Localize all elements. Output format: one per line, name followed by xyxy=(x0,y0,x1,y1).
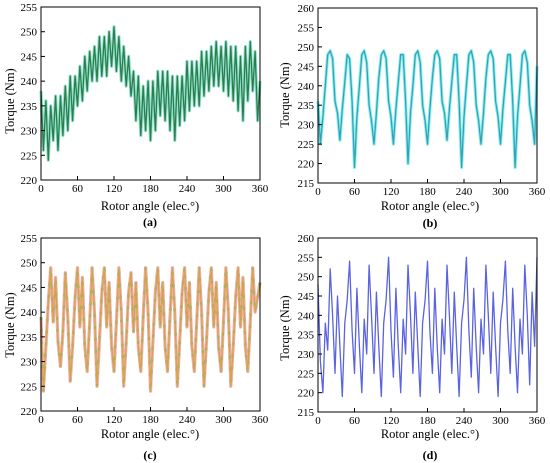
panel-b-label: (b) xyxy=(423,216,438,230)
panel-b-ytick-label: 250 xyxy=(298,42,315,54)
panel-d-ytick-label: 225 xyxy=(298,368,315,380)
panel-b-plot: 0 60 120 180 240 300 360 215 220 225 230 235 240 245 2… xyxy=(298,3,546,198)
panel-d-ytick-label: 250 xyxy=(298,272,315,284)
panel-c-xtick-label: 180 xyxy=(142,414,159,426)
panel-d-ytick-label: 230 xyxy=(298,349,315,361)
panel-a-ytick-label: 250 xyxy=(21,27,38,39)
panel-b-ytick-label: 240 xyxy=(298,81,315,93)
panel-c-ytick-label: 250 xyxy=(21,258,38,270)
panel-d-ytick-label: 245 xyxy=(298,291,315,303)
panel-c-ylabel: Torque (Nm) xyxy=(3,292,17,357)
panel-c: 0 60 120 180 240 300 360 220 225 230 235 240 245 250 2… xyxy=(3,233,269,462)
panel-d-series-0-line xyxy=(317,256,538,398)
panel-b: 0 60 120 180 240 300 360 215 220 225 230 235 240 245 2… xyxy=(278,3,546,230)
panel-a-ytick-label: 220 xyxy=(21,175,38,187)
panel-b-ytick-label: 225 xyxy=(298,139,315,151)
panel-b-ytick-label: 220 xyxy=(298,159,315,171)
panel-c-xtick-label: 360 xyxy=(252,414,269,426)
panel-d-plot: 0 60 120 180 240 300 360 215 220 225 230 235 240 245 2… xyxy=(298,233,546,427)
panel-b-xtick-label: 180 xyxy=(419,186,436,198)
panel-d-xtick-label: 120 xyxy=(383,415,400,427)
panel-b-xtick-label: 0 xyxy=(315,186,321,198)
panel-a-xtick-label: 60 xyxy=(72,183,84,195)
panel-b-xtick-label: 120 xyxy=(383,186,400,198)
panel-d-xtick-label: 180 xyxy=(419,415,436,427)
panel-d-ytick-label: 240 xyxy=(298,310,315,322)
panel-d-label: (d) xyxy=(423,448,438,462)
panel-d-xtick-label: 300 xyxy=(492,415,509,427)
panel-b-xtick-label: 60 xyxy=(349,186,361,198)
panel-c-ytick-label: 225 xyxy=(21,381,38,393)
panel-b-xlabel: Rotor angle (elec.°) xyxy=(381,199,479,213)
panel-a-xtick-label: 300 xyxy=(215,183,232,195)
panel-c-ytick-label: 220 xyxy=(21,406,38,418)
panel-b-series-0-shade xyxy=(316,49,539,169)
panel-c-xtick-label: 240 xyxy=(179,414,196,426)
panel-d-ytick-label: 255 xyxy=(298,252,315,264)
panel-a-xtick-label: 360 xyxy=(252,183,269,195)
panel-c-ytick-label: 255 xyxy=(21,233,38,245)
panel-a-ytick-label: 255 xyxy=(21,2,38,14)
panel-c-xtick-label: 300 xyxy=(215,414,232,426)
panel-b-ytick-label: 230 xyxy=(298,120,315,132)
panel-b-xtick-label: 300 xyxy=(492,186,509,198)
panel-b-series-0-line xyxy=(317,50,538,169)
panel-c-ytick-label: 245 xyxy=(21,282,38,294)
panel-d: 0 60 120 180 240 300 360 215 220 225 230 235 240 245 2… xyxy=(278,233,546,462)
panel-b-xtick-label: 240 xyxy=(456,186,473,198)
panel-b-ytick-label: 215 xyxy=(298,178,315,190)
panel-b-ytick-label: 260 xyxy=(298,3,315,15)
panel-c-series-0-line xyxy=(40,267,261,392)
panel-a-label: (a) xyxy=(143,215,157,229)
panel-d-ylabel: Torque (Nm) xyxy=(278,295,292,360)
panel-a-ytick-label: 245 xyxy=(21,51,38,63)
panel-c-ytick-label: 235 xyxy=(21,332,38,344)
panel-d-ytick-label: 260 xyxy=(298,233,315,245)
panel-d-xtick-label: 60 xyxy=(349,415,361,427)
panel-a-xtick-label: 180 xyxy=(142,183,159,195)
panel-d-xtick-label: 240 xyxy=(456,415,473,427)
panel-a-xtick-label: 240 xyxy=(179,183,196,195)
panel-d-xtick-label: 0 xyxy=(315,415,321,427)
panel-a-xlabel: Rotor angle (elec.°) xyxy=(101,199,199,213)
panel-d-ytick-label: 220 xyxy=(298,388,315,400)
panel-c-label: (c) xyxy=(143,448,156,462)
panel-d-ytick-label: 215 xyxy=(298,407,315,419)
panel-c-xtick-label: 120 xyxy=(106,414,123,426)
panel-a: 0 60 120 180 240 300 360 220 225 230 235 240 245 250 2… xyxy=(3,2,269,229)
panel-b-ytick-label: 255 xyxy=(298,22,315,34)
panel-a-plot: 0 60 120 180 240 300 360 220 225 230 235 240 245 250 2… xyxy=(21,2,269,195)
panel-c-ytick-label: 240 xyxy=(21,307,38,319)
panel-b-xtick-label: 360 xyxy=(529,186,546,198)
panel-a-ylabel: Torque (Nm) xyxy=(3,68,17,133)
panel-a-xtick-label: 0 xyxy=(38,183,44,195)
panel-a-ytick-label: 235 xyxy=(21,101,38,113)
panel-d-ytick-label: 235 xyxy=(298,330,315,342)
panel-d-xlabel: Rotor angle (elec.°) xyxy=(381,427,479,441)
panel-d-xtick-label: 360 xyxy=(529,415,546,427)
panel-c-xtick-label: 60 xyxy=(72,414,84,426)
panel-c-xlabel: Rotor angle (elec.°) xyxy=(101,427,199,441)
panel-a-xtick-label: 120 xyxy=(106,183,123,195)
panel-c-ytick-label: 230 xyxy=(21,357,38,369)
panel-b-ylabel: Torque (Nm) xyxy=(278,62,292,127)
panel-a-ytick-label: 240 xyxy=(21,76,38,88)
panel-a-ytick-label: 225 xyxy=(21,150,38,162)
panel-c-plot: 0 60 120 180 240 300 360 220 225 230 235 240 245 250 2… xyxy=(21,233,269,426)
panel-a-ytick-label: 230 xyxy=(21,126,38,138)
panel-b-ytick-label: 245 xyxy=(298,61,315,73)
panel-b-ytick-label: 235 xyxy=(298,100,315,112)
panel-a-series-0-line xyxy=(40,26,261,161)
panel-c-xtick-label: 0 xyxy=(38,414,44,426)
